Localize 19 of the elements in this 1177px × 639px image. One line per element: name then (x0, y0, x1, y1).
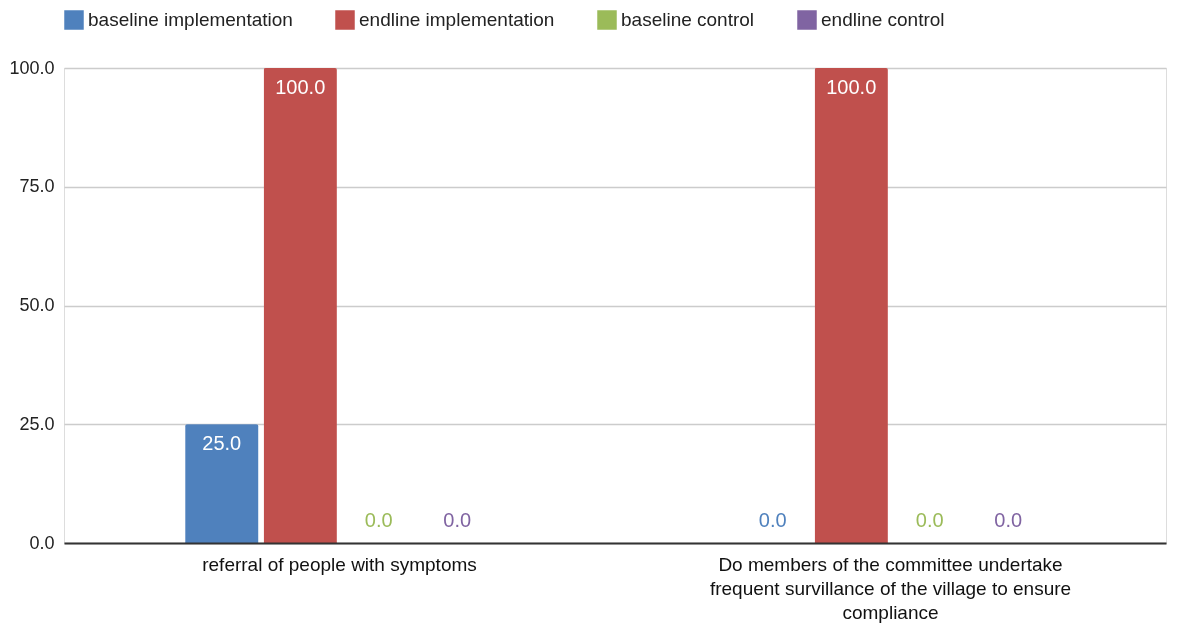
data-label: 0.0 (443, 509, 472, 531)
y-tick-label: 50.0 (19, 295, 55, 315)
y-tick-label: 75.0 (19, 176, 55, 197)
legend-label: baseline control (621, 9, 755, 30)
y-tick-label: 0.0 (29, 532, 55, 553)
data-label: 0.0 (915, 509, 944, 531)
x-tick-label: referral of people with symptoms (202, 553, 477, 575)
data-label: 25.0 (202, 432, 242, 455)
legend-label: endline control (821, 9, 945, 30)
data-label: 0.0 (758, 509, 787, 531)
y-tick-label: 25.0 (19, 413, 55, 434)
data-label: 0.0 (364, 509, 393, 531)
data-label: 100.0 (826, 76, 877, 98)
legend-label: endline implementation (359, 9, 555, 30)
x-tick-label: Do members of the committee undertake frequent survillance of the village to ensure compliance (709, 553, 1072, 623)
legend-label: baseline implementation (88, 9, 293, 30)
data-label: 0.0 (994, 509, 1023, 531)
data-label: 100.0 (275, 76, 326, 98)
y-tick-label: 100.0 (9, 57, 55, 78)
